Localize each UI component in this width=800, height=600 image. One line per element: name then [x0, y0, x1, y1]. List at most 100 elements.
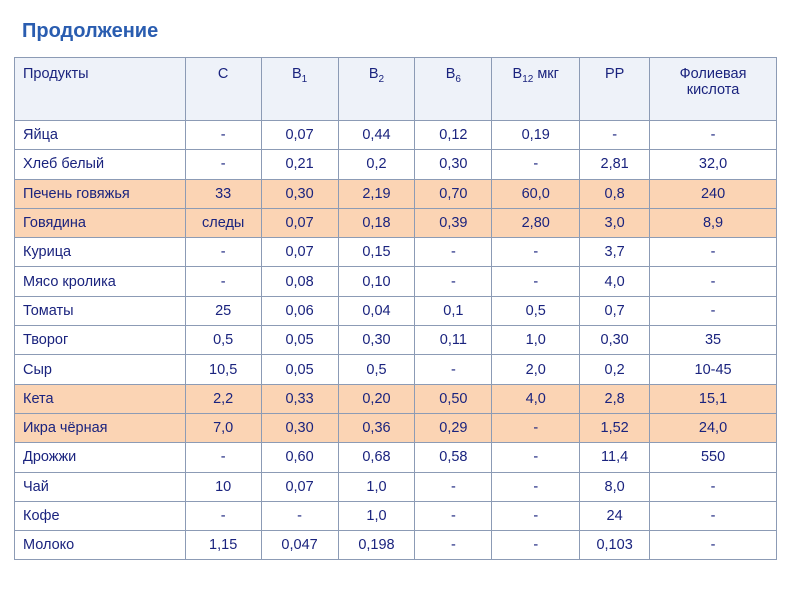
value-cell: 0,30 [260, 412, 339, 444]
value-cell: - [649, 119, 777, 151]
value-cell: 2,2 [184, 383, 262, 414]
value-cell: - [491, 471, 581, 502]
value-cell: 0,047 [260, 530, 339, 561]
value-cell: 2,0 [491, 354, 581, 385]
header-cell: Продукты [14, 57, 186, 121]
value-cell: 0,39 [414, 207, 493, 239]
value-cell: - [414, 530, 493, 561]
value-cell: 0,8 [579, 178, 651, 209]
header-row: Продукты C B1 B2 B6 B12 мкг PP Фолиевая кислота [14, 57, 777, 121]
value-cell: - [649, 500, 777, 532]
value-cell: 35 [649, 325, 777, 356]
product-cell: Творог [14, 325, 186, 356]
value-cell: 0,07 [260, 207, 339, 239]
value-cell: 0,08 [260, 266, 339, 297]
value-cell: - [184, 149, 262, 180]
table-row: Чай 10 0,07 1,0- -8,0- [14, 471, 777, 502]
value-cell: 0,50 [414, 383, 493, 414]
value-cell: 8,0 [579, 471, 651, 502]
value-cell: 7,0 [184, 412, 262, 444]
header-cell: B1 [260, 57, 339, 121]
header-suffix: мкг [533, 66, 559, 82]
value-cell: 0,2 [337, 149, 416, 180]
value-cell: - [491, 412, 581, 444]
header-text: B [512, 66, 523, 82]
value-cell: - [491, 237, 581, 268]
value-cell: 0,21 [260, 149, 339, 180]
value-cell: 24 [579, 500, 651, 532]
header-subscript: 1 [301, 73, 308, 85]
value-cell: 0,2 [579, 354, 651, 385]
value-cell: - [649, 471, 777, 502]
header-subscript: 2 [378, 73, 385, 85]
product-cell: Икра чёрная [14, 412, 186, 444]
value-cell: 0,05 [260, 354, 339, 385]
product-cell: Кета [14, 383, 186, 414]
value-cell: 33 [184, 178, 262, 209]
value-cell: 0,07 [260, 119, 339, 151]
table-row: Икра чёрная 7,0 0,30 0,36 0,29-1,52 24,0 [14, 412, 777, 444]
value-cell: - [184, 266, 262, 297]
value-cell: 0,20 [337, 383, 416, 414]
value-cell: - [414, 500, 493, 532]
header-text: B [445, 66, 456, 82]
table-row: Кофе - -1,0- -24- [14, 500, 777, 532]
value-cell: - [649, 295, 777, 327]
value-cell: 0,11 [414, 325, 493, 356]
header-cell: B2 [337, 57, 416, 121]
value-cell: 2,81 [579, 149, 651, 180]
value-cell: 8,9 [649, 207, 777, 239]
value-cell: - [260, 500, 339, 532]
value-cell: 0,04 [337, 295, 416, 327]
value-cell: 3,0 [579, 207, 651, 239]
table-row: Курица -0,07 0,15- -3,7- [14, 237, 777, 268]
product-cell: Сыр [14, 354, 186, 385]
value-cell: - [649, 266, 777, 297]
product-cell: Яйца [14, 119, 186, 151]
value-cell: 10,5 [184, 354, 262, 385]
product-cell: Печень говяжья [14, 178, 186, 209]
table-row: Печень говяжья 33 0,30 2,19 0,70 60,0 0,8 240 [14, 178, 777, 209]
product-cell: Молоко [14, 530, 186, 561]
product-cell: Томаты [14, 295, 186, 327]
value-cell: 0,70 [414, 178, 493, 209]
header-text: B [291, 66, 302, 82]
value-cell: 4,0 [579, 266, 651, 297]
value-cell: - [414, 237, 493, 268]
product-cell: Чай [14, 471, 186, 502]
value-cell: 0,30 [337, 325, 416, 356]
value-cell: 0,36 [337, 412, 416, 444]
value-cell: 0,12 [414, 119, 493, 151]
table-row: Творог 0,5 0,05 0,30 0,11 1,0 0,30 35 [14, 325, 777, 356]
table-row: Хлеб белый -0,21 0,2 0,30-2,81 32,0 [14, 149, 777, 180]
value-cell: 550 [649, 442, 777, 473]
value-cell: 2,19 [337, 178, 416, 209]
value-cell: 0,5 [184, 325, 262, 356]
header-text: B [368, 66, 379, 82]
value-cell: 0,103 [579, 530, 651, 561]
value-cell: 2,80 [491, 207, 581, 239]
value-cell: - [649, 530, 777, 561]
value-cell: 0,44 [337, 119, 416, 151]
value-cell: следы [184, 207, 262, 239]
value-cell: 0,18 [337, 207, 416, 239]
value-cell: 11,4 [579, 442, 651, 473]
header-subscript: 12 [522, 73, 534, 85]
value-cell: 25 [184, 295, 262, 327]
value-cell: - [414, 266, 493, 297]
value-cell: 10-45 [649, 354, 777, 385]
header-cell: Фолиевая кислота [649, 57, 777, 121]
value-cell: 0,68 [337, 442, 416, 473]
value-cell: - [414, 354, 493, 385]
value-cell: 0,30 [579, 325, 651, 356]
header-cell: B12 мкг [491, 57, 581, 121]
value-cell: 10 [184, 471, 262, 502]
value-cell: 0,10 [337, 266, 416, 297]
table-row: Томаты 25 0,06 0,04 0,1 0,5 0,7- [14, 295, 777, 327]
value-cell: 0,7 [579, 295, 651, 327]
value-cell: 0,19 [491, 119, 581, 151]
value-cell: 0,5 [491, 295, 581, 327]
value-cell: - [491, 266, 581, 297]
header-subscript: 6 [455, 73, 461, 85]
